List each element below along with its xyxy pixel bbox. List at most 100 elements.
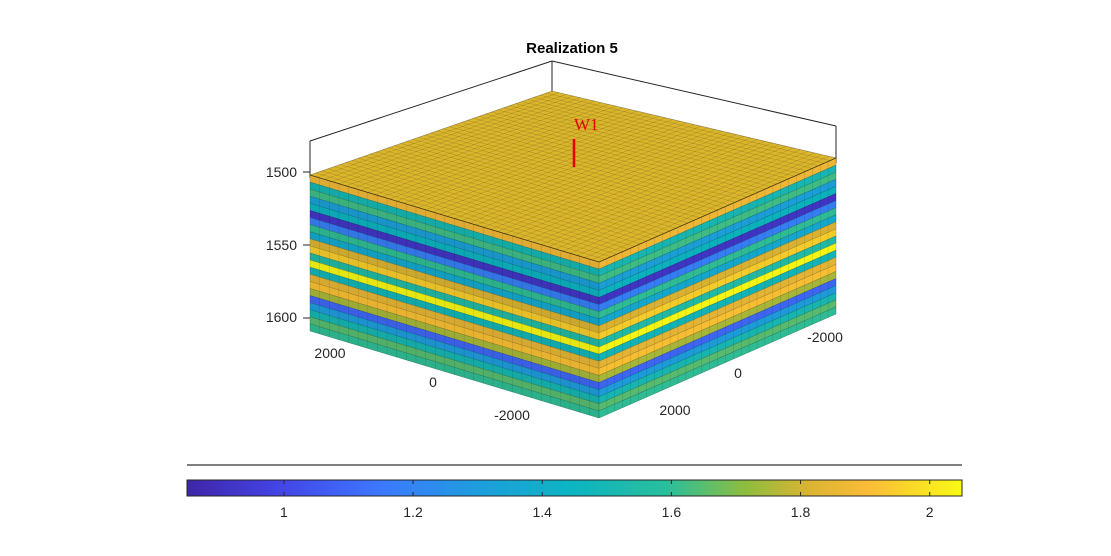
colorbar-ticks: 1 1.2 1.4 1.6 1.8 2 xyxy=(280,480,934,520)
top-face-gridline xyxy=(374,105,616,195)
x-tick-label: 0 xyxy=(429,374,437,390)
top-face-gridline xyxy=(455,124,742,200)
y-tick-label: 2000 xyxy=(659,402,690,418)
top-face-gridline xyxy=(411,114,652,206)
x-tick-label: 2000 xyxy=(314,345,345,361)
top-face-gridline xyxy=(548,146,787,248)
top-face-gridline xyxy=(425,117,666,211)
top-face-gridline xyxy=(467,120,754,195)
well-label: W1 xyxy=(574,115,599,134)
top-face-gridline xyxy=(389,109,631,200)
top-face-gridline xyxy=(485,113,771,187)
top-face-gridline xyxy=(545,92,831,161)
top-face-gridline xyxy=(353,100,595,189)
colorbar-tick-label: 1.8 xyxy=(791,504,811,520)
top-face-gridline xyxy=(315,172,605,260)
top-face-gridline xyxy=(555,147,794,250)
top-face-gridline xyxy=(476,129,716,226)
chart-title: Realization 5 xyxy=(526,40,618,57)
top-face-gridline xyxy=(533,142,773,243)
colorbar-tick-label: 1 xyxy=(280,504,288,520)
block-top-edge xyxy=(309,157,837,263)
top-face-gridline xyxy=(509,105,795,177)
colorbar xyxy=(186,479,963,497)
top-face-gridline xyxy=(562,149,801,252)
top-face-gridline xyxy=(512,137,751,237)
top-face-gridline xyxy=(519,139,758,239)
top-face-gridline xyxy=(370,153,659,237)
top-face-gridline xyxy=(418,136,706,216)
top-face-gridline xyxy=(527,99,813,169)
top-face-gridline xyxy=(352,160,641,245)
top-face-gridline xyxy=(382,107,624,197)
layered-grid-block xyxy=(309,90,837,419)
top-face-gridline xyxy=(497,134,737,232)
top-face-gridline xyxy=(533,97,819,167)
top-face-gridline xyxy=(443,128,730,206)
top-face-gridline xyxy=(436,130,724,208)
top-face-gridline xyxy=(461,125,702,221)
top-face-gridline xyxy=(400,143,688,224)
top-face-gridline xyxy=(418,115,659,208)
top-face-gridline xyxy=(331,95,574,182)
top-face-gridline xyxy=(503,107,789,180)
x-tick-label: -2000 xyxy=(494,407,530,423)
top-face-gridline xyxy=(570,151,808,254)
colorbar-tick-label: 1.2 xyxy=(403,504,423,520)
top-face-gridline xyxy=(360,102,602,191)
top-face-gridline xyxy=(439,120,680,215)
top-face-gridline xyxy=(577,152,815,256)
right-face-layer xyxy=(598,306,837,419)
top-face-gridline xyxy=(403,112,645,204)
top-face-gridline xyxy=(340,164,629,250)
z-tick-label: 1500 xyxy=(266,164,297,180)
colorbar-tick-label: 1.4 xyxy=(532,504,552,520)
top-face-gridline xyxy=(591,156,830,261)
top-face-gridline xyxy=(388,147,677,229)
top-face-gridline xyxy=(346,162,635,247)
top-face-gridline xyxy=(376,151,665,234)
top-face-gridline xyxy=(539,94,825,164)
top-face-gridline xyxy=(447,122,687,217)
top-face-gridline xyxy=(454,124,695,219)
top-face-gridline xyxy=(334,166,623,252)
top-face-gridline xyxy=(497,109,783,182)
top-face-gridline xyxy=(317,92,560,178)
top-face-gridline xyxy=(515,103,801,174)
top-face-gridline xyxy=(322,170,611,258)
top-face-gridline xyxy=(406,141,694,221)
z-tick-label: 1600 xyxy=(266,309,297,325)
y-tick-label: -2000 xyxy=(807,329,843,345)
top-face-gridline xyxy=(473,118,760,193)
top-face-gridline xyxy=(483,130,723,228)
top-face-gridline xyxy=(491,111,777,185)
x-axis: 2000 0 -2000 xyxy=(314,345,530,423)
z-tick-label: 1550 xyxy=(266,237,297,253)
top-face-gridline xyxy=(338,97,581,184)
top-face-gridline xyxy=(468,127,709,224)
top-face-gridline xyxy=(479,115,765,190)
top-face-gridline xyxy=(449,126,736,203)
colorbar-tick-label: 1.6 xyxy=(662,504,682,520)
top-face-gridline xyxy=(367,104,609,193)
top-face-gridline xyxy=(396,110,638,202)
top-face-gridline xyxy=(328,168,617,255)
top-face-gridline xyxy=(358,157,647,242)
top-face-gridline xyxy=(324,94,567,180)
top-face-gridline xyxy=(394,145,683,226)
z-axis: 1500 1550 1600 xyxy=(266,164,310,325)
top-face-gridline xyxy=(490,132,730,230)
top-face-gridline xyxy=(541,144,780,245)
top-face-gridline xyxy=(424,134,712,213)
top-face-gridline xyxy=(382,149,671,232)
top-face-gridline xyxy=(432,119,673,213)
top-face-gridline xyxy=(412,139,700,219)
top-face-gridline xyxy=(346,99,588,187)
axis-box-back xyxy=(309,60,837,178)
top-face-gridline xyxy=(521,101,807,172)
top-face-gridline xyxy=(504,135,744,234)
top-face-gridline xyxy=(364,155,653,239)
y-axis: -2000 0 2000 xyxy=(659,329,843,418)
top-face-gridline xyxy=(526,141,766,241)
